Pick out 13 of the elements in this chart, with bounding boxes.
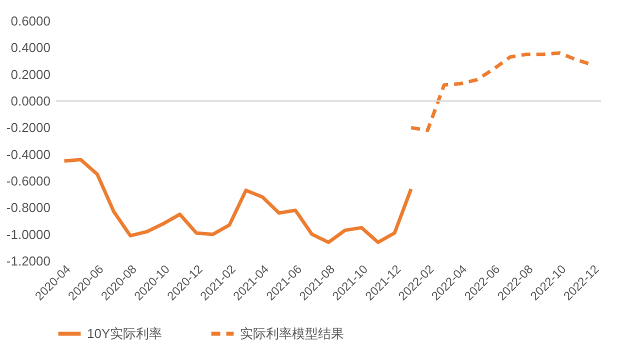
y-tick-label: -1.2000 [6, 254, 50, 268]
y-tick-label: -0.8000 [6, 200, 50, 216]
line-series [62, 158, 413, 244]
y-tick-label: -0.6000 [6, 174, 50, 188]
y-tick-label: 0.4000 [10, 40, 50, 56]
y-tick-label: -1.0000 [6, 226, 50, 242]
y-tick-label: -0.4000 [6, 146, 50, 162]
legend-label: 实际利率模型结果 [240, 326, 344, 341]
y-tick-label: 0.2000 [10, 66, 50, 82]
legend-label: 10Y实际利率 [87, 326, 162, 341]
y-tick-label: 0.6000 [10, 14, 50, 28]
y-tick-label: 0.0000 [10, 94, 50, 108]
y-tick-label: -0.2000 [6, 120, 50, 136]
